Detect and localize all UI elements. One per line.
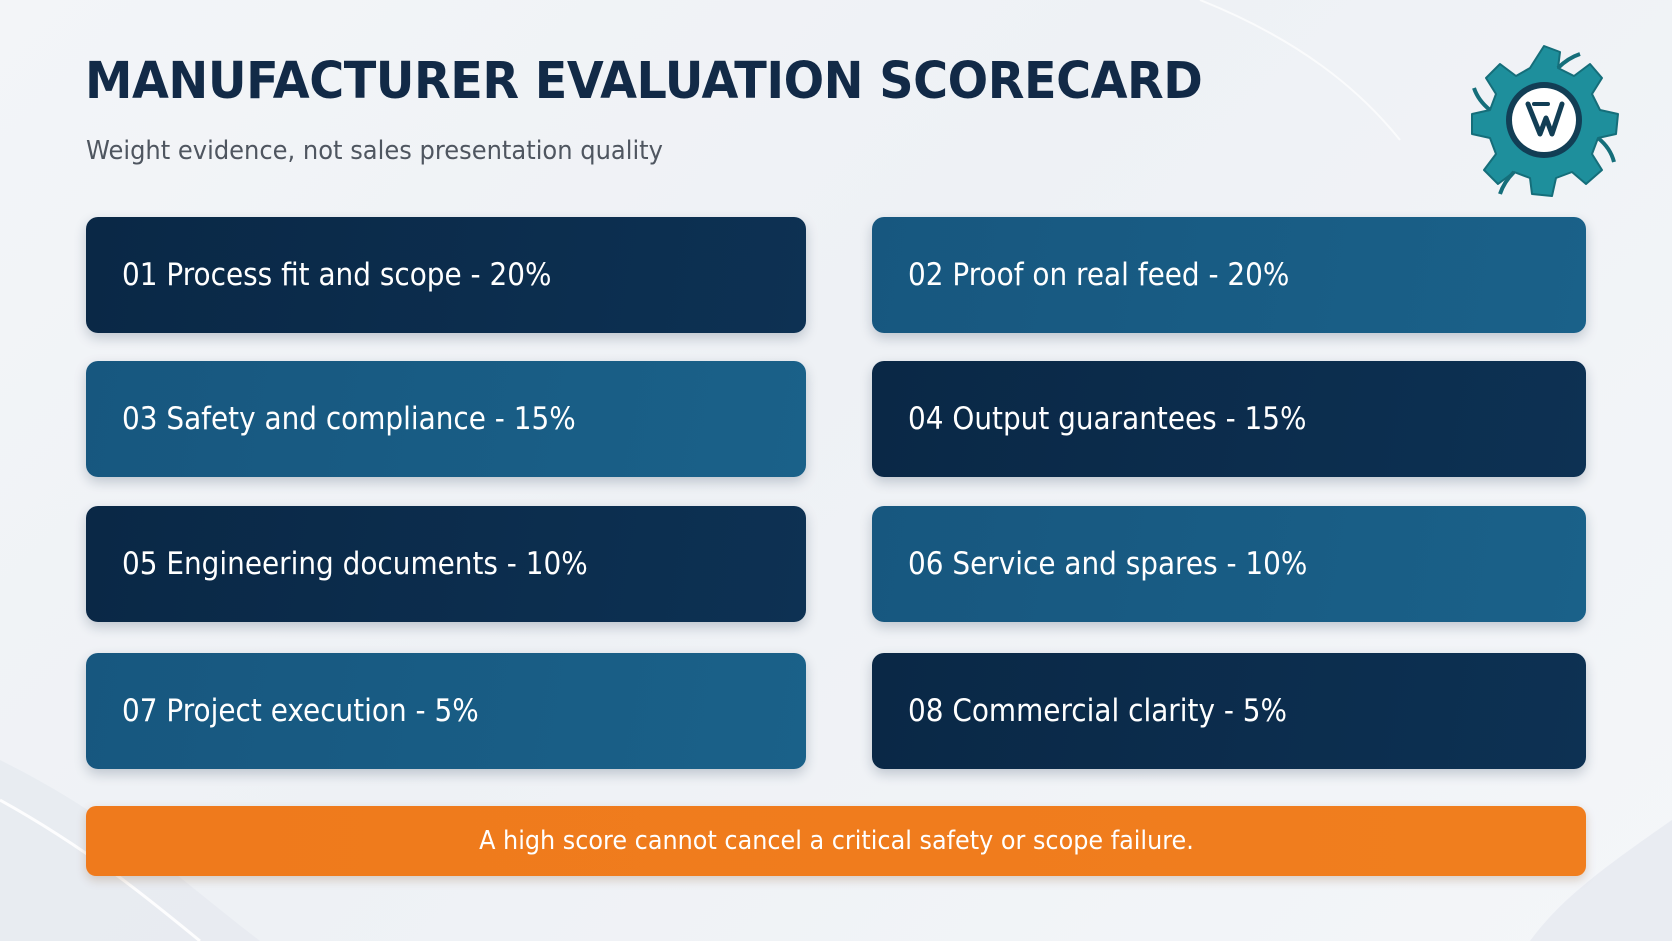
criterion-card-07: 07 Project execution - 5% bbox=[86, 653, 806, 769]
criterion-label: 06 Service and spares - 10% bbox=[908, 546, 1307, 582]
criterion-label: 08 Commercial clarity - 5% bbox=[908, 693, 1287, 729]
criterion-label: 07 Project execution - 5% bbox=[122, 693, 479, 729]
criterion-card-02: 02 Proof on real feed - 20% bbox=[872, 217, 1586, 333]
criterion-label: 04 Output guarantees - 15% bbox=[908, 401, 1307, 437]
criterion-label: 03 Safety and compliance - 15% bbox=[122, 401, 576, 437]
criterion-card-01: 01 Process fit and scope - 20% bbox=[86, 217, 806, 333]
criterion-label: 02 Proof on real feed - 20% bbox=[908, 257, 1289, 293]
criterion-card-05: 05 Engineering documents - 10% bbox=[86, 506, 806, 622]
warning-banner: A high score cannot cancel a critical sa… bbox=[86, 806, 1586, 876]
criterion-label: 01 Process fit and scope - 20% bbox=[122, 257, 551, 293]
page-subtitle: Weight evidence, not sales presentation … bbox=[86, 136, 663, 166]
warning-text: A high score cannot cancel a critical sa… bbox=[479, 826, 1194, 856]
criterion-label: 05 Engineering documents - 10% bbox=[122, 546, 588, 582]
gear-logo-icon bbox=[1462, 38, 1626, 202]
criterion-card-03: 03 Safety and compliance - 15% bbox=[86, 361, 806, 477]
criterion-card-04: 04 Output guarantees - 15% bbox=[872, 361, 1586, 477]
page-title: MANUFACTURER EVALUATION SCORECARD bbox=[85, 52, 1202, 111]
criterion-card-06: 06 Service and spares - 10% bbox=[872, 506, 1586, 622]
criterion-card-08: 08 Commercial clarity - 5% bbox=[872, 653, 1586, 769]
